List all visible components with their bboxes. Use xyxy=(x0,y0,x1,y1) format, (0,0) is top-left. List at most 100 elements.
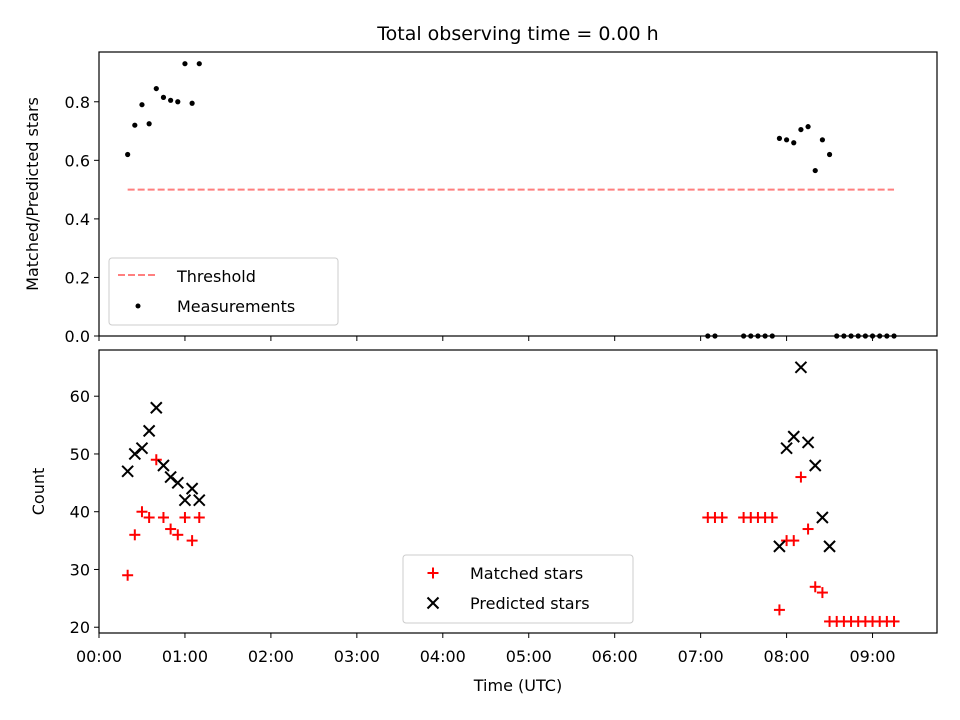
measurement-point xyxy=(175,99,181,105)
measurement-point xyxy=(132,122,138,128)
predicted-star-point xyxy=(157,459,170,472)
matched-star-point xyxy=(122,569,134,581)
measurement-point xyxy=(805,124,811,130)
measurement-point xyxy=(139,102,145,108)
matched-star-point xyxy=(193,511,205,523)
measurement-point xyxy=(812,167,818,174)
y-tick-label: 40 xyxy=(70,503,90,522)
y-tick-label: 50 xyxy=(70,445,90,464)
matched-star-point xyxy=(766,511,778,523)
legend-marker-matched xyxy=(427,567,439,579)
matched-star-point xyxy=(143,511,155,523)
y-tick-label: 0.6 xyxy=(65,151,90,170)
x-axis-title: Time (UTC) xyxy=(473,676,562,695)
predicted-star-point xyxy=(809,459,822,472)
x-tick-label: 08:00 xyxy=(764,647,810,666)
matched-star-point xyxy=(802,523,814,535)
y-tick-label: 20 xyxy=(70,618,90,637)
predicted-star-point xyxy=(185,482,199,495)
measurement-point xyxy=(125,151,131,158)
x-tick-label: 01:00 xyxy=(162,647,208,666)
matched-star-point xyxy=(716,511,728,523)
measurement-point xyxy=(826,151,833,158)
legend-label-matched: Matched stars xyxy=(470,564,583,583)
measurement-point xyxy=(791,140,797,146)
x-tick-label: 05:00 xyxy=(506,647,552,666)
y-tick-label: 30 xyxy=(70,560,90,579)
matched-star-point xyxy=(165,523,177,535)
legend-label-threshold: Threshold xyxy=(176,267,256,286)
matched-star-point xyxy=(179,511,191,523)
legend-label-measurements: Measurements xyxy=(177,297,295,316)
measurement-point xyxy=(160,94,167,100)
x-tick-label: 00:00 xyxy=(76,647,122,666)
predicted-star-point xyxy=(135,441,149,455)
x-tick-label: 02:00 xyxy=(248,647,294,666)
matched-star-point xyxy=(888,615,900,627)
x-tick-label: 07:00 xyxy=(678,647,724,666)
x-tick-label: 09:00 xyxy=(849,647,895,666)
predicted-star-point xyxy=(787,430,800,443)
matched-star-point xyxy=(129,529,141,541)
measurement-point xyxy=(168,97,174,103)
legend-swatch-matched xyxy=(427,567,439,579)
matched-star-point xyxy=(136,506,148,518)
y-tick-label: 0.8 xyxy=(65,93,90,112)
legend-swatch-predicted xyxy=(426,596,440,610)
plot-area-count xyxy=(121,361,900,627)
y-tick-label: 0.0 xyxy=(65,327,90,346)
y-tick-label: 60 xyxy=(70,387,90,406)
measurement-point xyxy=(819,137,826,143)
y-tick-label: 0.4 xyxy=(65,210,90,229)
y-ticks-ratio: 0.0 0.2 0.4 0.6 0.8 xyxy=(65,93,99,346)
measurement-point xyxy=(146,121,152,127)
predicted-star-point xyxy=(142,424,156,438)
measurement-point xyxy=(182,61,188,67)
measurement-point xyxy=(776,135,783,141)
predicted-star-point xyxy=(150,401,163,414)
matched-star-point xyxy=(157,511,169,523)
x-tick-label: 06:00 xyxy=(592,647,638,666)
x-ticks-count: 00:00 01:00 02:00 03:00 04:00 05:00 06:00 07:00… xyxy=(76,633,896,666)
y-axis-title-ratio: Matched/Predicted stars xyxy=(23,97,42,291)
legend-box-count xyxy=(402,554,634,624)
predicted-star-point xyxy=(178,493,192,507)
measurement-point xyxy=(798,126,804,133)
measurement-point xyxy=(153,85,159,92)
x-tick-label: 03:00 xyxy=(334,647,380,666)
predicted-star-point xyxy=(823,540,836,553)
predicted-star-point xyxy=(773,540,786,553)
measurement-point xyxy=(189,100,195,106)
count-panel: Count Time (UTC) 20 30 40 50 60 00:00 01:00 02… xyxy=(29,349,938,695)
measurement-point xyxy=(196,61,202,67)
matched-star-point xyxy=(773,604,785,616)
measurement-point xyxy=(783,137,790,143)
predicted-star-point xyxy=(193,493,206,507)
matched-star-point xyxy=(809,581,821,593)
predicted-star-point xyxy=(801,436,815,449)
x-tick-label: 04:00 xyxy=(420,647,466,666)
legend-ratio: Threshold Measurements xyxy=(108,257,339,326)
y-tick-label: 0.2 xyxy=(65,268,90,287)
legend-marker-predicted xyxy=(426,596,440,610)
axes-frame-ratio xyxy=(98,51,938,337)
predicted-star-point xyxy=(121,465,134,478)
y-axis-title-count: Count xyxy=(29,468,48,516)
legend-label-predicted: Predicted stars xyxy=(470,594,590,613)
predicted-star-point xyxy=(794,361,808,374)
axes-frame-count xyxy=(98,349,938,634)
chart-title: Total observing time = 0.00 h xyxy=(376,23,658,45)
matched-star-point xyxy=(816,587,828,599)
predicted-star-point xyxy=(171,476,184,490)
legend-box-ratio xyxy=(108,257,339,326)
predicted-star-point xyxy=(780,441,793,455)
legend-count: Matched stars Predicted stars xyxy=(402,554,634,624)
matched-star-point xyxy=(795,471,807,483)
legend-swatch-measurements xyxy=(135,303,141,309)
matched-star-point xyxy=(186,535,198,547)
ratio-panel: Total observing time = 0.00 h Matched/Pr… xyxy=(23,23,938,346)
matched-star-point xyxy=(788,535,800,547)
predicted-star-point xyxy=(816,511,829,524)
matched-star-point xyxy=(172,529,184,541)
